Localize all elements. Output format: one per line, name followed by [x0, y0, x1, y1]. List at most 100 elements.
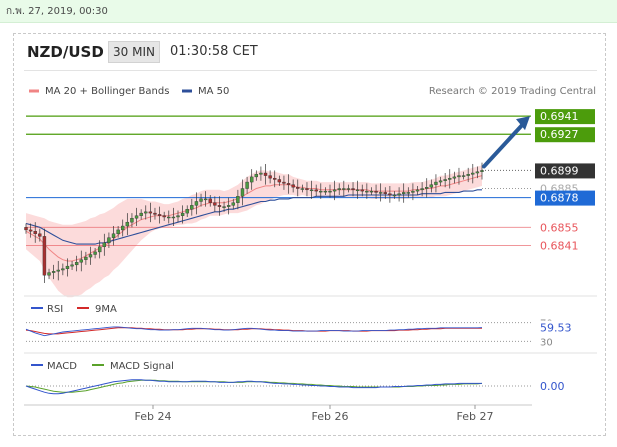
candles	[24, 162, 484, 283]
resistance-tag-2-bg	[535, 127, 595, 143]
candle-body	[121, 225, 125, 231]
support-tag-1: 0.6855	[540, 221, 579, 234]
candle-body	[438, 180, 443, 183]
candle-body	[47, 272, 51, 276]
candle-body	[291, 184, 295, 188]
candle-body	[28, 229, 33, 232]
candle-body	[305, 188, 309, 191]
candle-body	[144, 211, 148, 214]
macd-value-tag: 0.00	[540, 380, 565, 393]
candle-body	[254, 174, 259, 178]
candle-body	[84, 256, 88, 260]
candle-body	[88, 254, 93, 258]
candle-body	[93, 251, 97, 255]
candle-body	[240, 188, 245, 197]
header-divider	[24, 70, 597, 71]
candle-body	[332, 189, 337, 192]
candle-body	[213, 202, 217, 206]
candle-body	[457, 175, 461, 178]
candle-body	[342, 188, 346, 190]
candle-body	[38, 233, 42, 237]
candle-body	[51, 271, 56, 273]
candle-body	[296, 187, 300, 189]
candle-body	[480, 170, 484, 172]
candle-body	[346, 188, 351, 190]
candle-body	[355, 189, 360, 192]
candle-body	[70, 264, 74, 267]
candle-body	[471, 172, 475, 175]
candle-body	[475, 171, 480, 174]
candle-body	[351, 188, 355, 191]
legend-swatch-ma50	[182, 89, 192, 93]
candle-body	[111, 233, 116, 238]
support-tag-2-bg	[535, 238, 595, 254]
candle-body	[217, 205, 222, 207]
rsi-line	[25, 326, 483, 337]
candle-body	[33, 231, 37, 234]
macd-line	[25, 379, 482, 395]
credit-label: Research © 2019 Trading Central	[429, 86, 596, 97]
current-price-tag-bg	[535, 163, 595, 179]
support-tag-2: 0.6841	[540, 239, 579, 252]
x-tick-label: Feb 27	[457, 410, 494, 423]
candle-body	[452, 176, 457, 179]
support-tag-1-bg	[535, 220, 595, 236]
candle-body	[383, 192, 387, 194]
candle-body	[148, 211, 153, 214]
candle-body	[461, 175, 466, 177]
date-bar: ก.พ. 27, 2019, 00:30	[0, 0, 617, 23]
datetime-label: ก.พ. 27, 2019, 00:30	[6, 6, 108, 17]
candle-body	[448, 177, 452, 180]
candle-body	[420, 188, 424, 191]
candle-body	[443, 179, 447, 181]
symbol-label: NZD/USD	[27, 43, 104, 61]
legend-swatch-ma20	[29, 89, 39, 93]
candle-body	[319, 190, 323, 193]
candle-body	[42, 236, 47, 276]
candle-body	[323, 190, 328, 193]
target-arrow	[482, 122, 525, 169]
candle-body	[79, 259, 83, 263]
candle-body	[65, 265, 70, 269]
candle-body	[171, 216, 176, 219]
candle-body	[61, 268, 65, 271]
candle-body	[388, 193, 392, 196]
candle-body	[167, 216, 171, 219]
candle-body	[236, 196, 240, 203]
macd-signal-legend-label: MACD Signal	[110, 361, 174, 372]
candle-body	[56, 269, 60, 272]
bollinger-band	[26, 165, 482, 298]
candle-body	[314, 189, 318, 192]
macd-legend-label: MACD	[47, 361, 77, 372]
candle-body	[429, 184, 434, 188]
rsi-level-30-label: 30	[540, 337, 553, 348]
candle-body	[130, 218, 134, 223]
candle-body	[392, 194, 397, 197]
candle-body	[286, 183, 291, 185]
candle-body	[300, 188, 305, 190]
candle-body	[157, 214, 162, 216]
candle-body	[425, 187, 429, 189]
candle-body	[231, 202, 235, 206]
rsi-ma-legend-label: 9MA	[95, 304, 117, 315]
candle-body	[365, 190, 369, 193]
candle-body	[153, 212, 157, 215]
candle-body	[328, 190, 332, 193]
candle-body	[162, 215, 166, 218]
legend-label-ma50: MA 50	[198, 86, 229, 97]
candle-body	[415, 189, 420, 192]
candle-body	[401, 192, 406, 194]
candle-body	[139, 212, 143, 216]
candle-body	[249, 176, 254, 183]
resistance-tag-1-bg	[535, 109, 595, 125]
pivot-tag: 0.6878	[540, 192, 579, 205]
candle-body	[116, 229, 120, 234]
time-label: 01:30:58 CET	[170, 44, 258, 59]
candle-body	[268, 175, 272, 179]
candle-body	[337, 188, 341, 191]
timeframe-button[interactable]: 30 MIN	[108, 41, 160, 63]
x-tick-label: Feb 26	[312, 410, 349, 423]
candle-body	[180, 212, 185, 216]
pivot-tag-bg	[535, 190, 595, 206]
